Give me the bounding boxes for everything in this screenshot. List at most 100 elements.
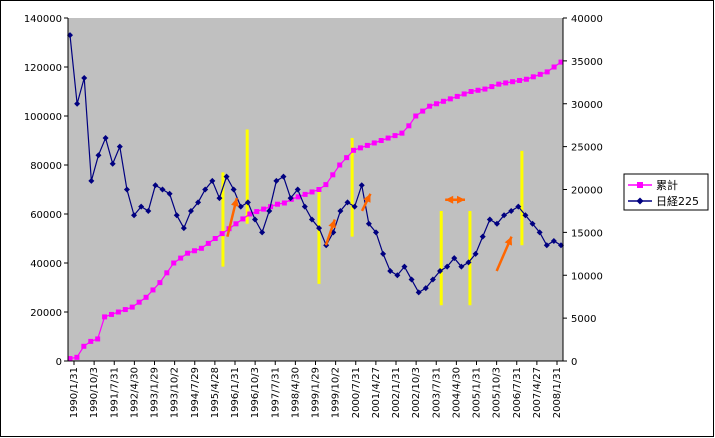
right-tick-label: 35000 [571, 57, 603, 68]
left-tick-label: 120000 [24, 63, 62, 74]
data-point [434, 101, 440, 107]
data-point [216, 195, 223, 202]
data-point [294, 186, 301, 193]
data-point [351, 147, 357, 153]
data-point [344, 199, 351, 206]
data-point [385, 135, 391, 141]
data-point [351, 203, 358, 210]
data-point [115, 309, 121, 315]
data-point [371, 140, 377, 146]
data-point [440, 98, 446, 104]
data-point [427, 103, 433, 109]
x-tick-label: 2007/4/27 [532, 367, 543, 418]
data-point [205, 240, 211, 246]
x-tick-label: 2004/4/30 [451, 367, 462, 418]
data-point [237, 203, 244, 210]
data-point [301, 203, 308, 210]
data-point [515, 203, 522, 210]
x-tick-label: 2001/4/27 [371, 367, 382, 418]
data-point [171, 260, 177, 266]
data-point [195, 199, 202, 206]
right-tick-label: 15000 [571, 228, 603, 239]
data-point [496, 81, 502, 87]
data-point [233, 221, 239, 227]
data-point [365, 220, 372, 227]
x-tick-label: 1996/1/31 [230, 367, 241, 418]
left-tick-label: 80000 [30, 161, 62, 172]
data-point [287, 195, 294, 202]
data-point [266, 207, 273, 214]
data-point [544, 69, 550, 75]
data-point [447, 96, 453, 102]
data-point [399, 130, 405, 136]
annotation-arrow-head [363, 193, 371, 203]
data-point [81, 343, 87, 349]
x-tick-label: 2002/1/31 [391, 367, 402, 418]
data-point [489, 84, 495, 90]
data-point [323, 182, 329, 188]
data-point [244, 199, 251, 206]
data-point [145, 207, 152, 214]
data-point [493, 220, 500, 227]
left-tick-label: 140000 [24, 14, 62, 25]
data-point [380, 250, 387, 257]
data-point [143, 294, 149, 300]
data-point [530, 74, 536, 80]
data-point [458, 263, 465, 270]
left-tick-label: 100000 [24, 112, 62, 123]
data-point [212, 236, 218, 241]
x-tick-label: 1992/4/30 [129, 367, 140, 418]
data-point [74, 354, 80, 360]
data-point [387, 267, 394, 274]
data-point [187, 207, 194, 214]
data-point [209, 177, 216, 184]
data-point [503, 80, 509, 86]
data-point [465, 259, 472, 266]
data-point [523, 76, 529, 82]
data-point [295, 194, 301, 200]
x-tick-label: 1993/1/29 [150, 367, 161, 418]
data-point [461, 91, 467, 97]
right-tick-label: 10000 [571, 271, 603, 282]
data-point [202, 186, 209, 193]
data-point [517, 77, 523, 83]
left-tick-label: 0 [56, 357, 62, 368]
data-point [372, 229, 379, 236]
data-point [482, 86, 488, 92]
left-tick-label: 20000 [30, 308, 62, 319]
data-point [88, 338, 94, 344]
data-point [191, 248, 197, 254]
data-point [415, 289, 422, 296]
data-point [95, 336, 101, 342]
data-point [337, 207, 344, 214]
legend-label: 累計 [656, 178, 678, 192]
right-tick-label: 40000 [571, 14, 603, 25]
annotation-arrow-head [456, 195, 465, 204]
x-tick-label: 2003/7/31 [431, 367, 442, 418]
x-tick-label: 2000/7/31 [351, 367, 362, 418]
data-point [102, 135, 109, 142]
data-point [454, 93, 460, 99]
legend-label: 日経225 [656, 195, 699, 208]
data-point [67, 356, 73, 362]
data-point [508, 207, 515, 214]
data-point [406, 123, 412, 129]
data-point [178, 255, 184, 261]
data-point [468, 89, 474, 94]
data-point [522, 212, 529, 219]
data-point [131, 212, 138, 219]
data-point [185, 250, 191, 256]
data-point [392, 133, 398, 139]
legend-marker [637, 182, 643, 188]
data-point [274, 201, 280, 207]
data-point [550, 237, 557, 244]
data-point [159, 186, 166, 193]
data-point [422, 285, 429, 292]
data-point [444, 263, 451, 270]
data-point [394, 272, 401, 279]
data-point [157, 280, 163, 286]
x-tick-label: 2008/1/31 [552, 367, 563, 418]
data-point [252, 216, 259, 223]
annotation-arrow-head [328, 219, 336, 229]
